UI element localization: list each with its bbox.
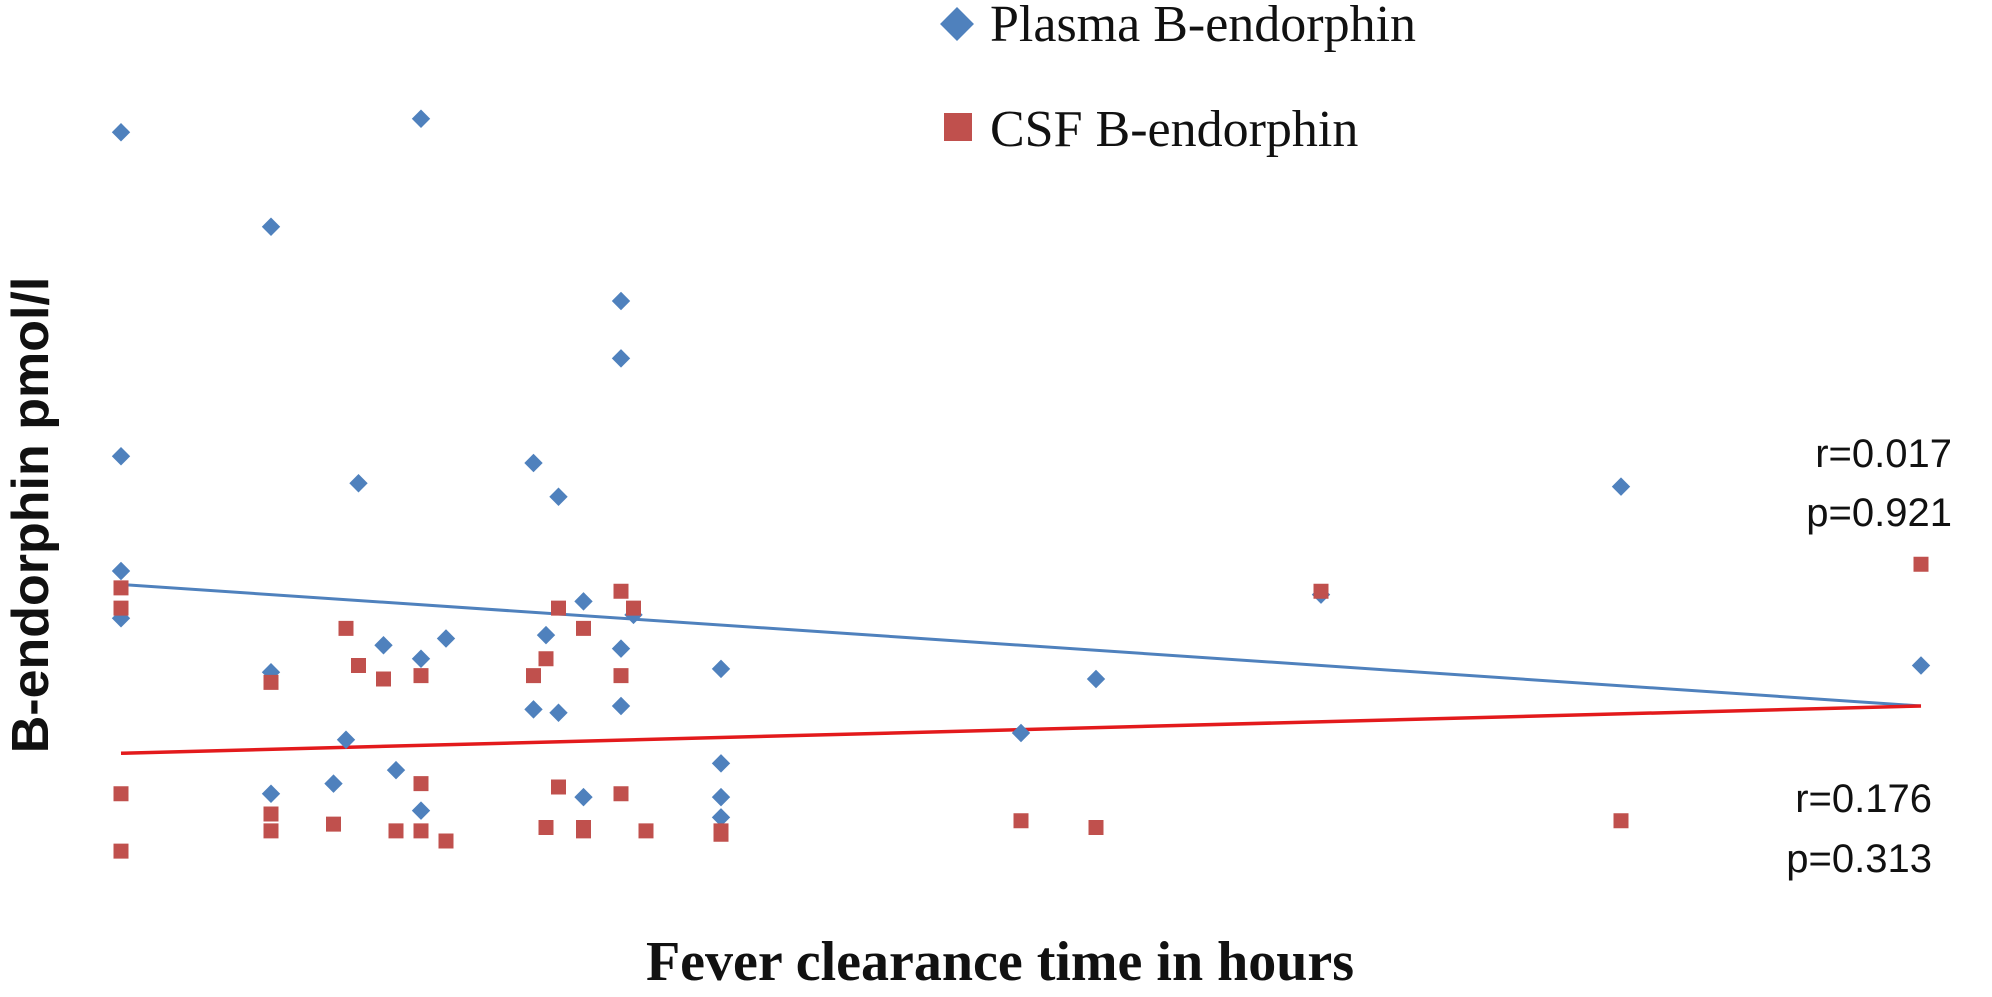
- plasma-point-14: [411, 801, 431, 820]
- csf-point-17: [538, 651, 554, 667]
- csf-point-7: [338, 620, 354, 636]
- csf-point-16: [526, 668, 541, 684]
- csf-point-24: [613, 583, 629, 599]
- plasma-point-21: [574, 592, 593, 611]
- csf-point-27: [626, 600, 641, 616]
- legend-label-plasma: Plasma B-endorphin: [990, 0, 1416, 53]
- plasma-point-1: [111, 447, 131, 466]
- plasma-stats: r=0.017 p=0.921: [1806, 432, 1952, 535]
- plasma-point-11: [386, 760, 406, 780]
- csf-point-10: [376, 671, 391, 687]
- csf-point-15: [438, 833, 454, 849]
- plasma-point-9: [349, 474, 368, 493]
- plasma-point-12: [411, 109, 431, 128]
- csf-point-30: [713, 826, 729, 842]
- csf-point-26: [613, 786, 629, 802]
- csf-point-12: [413, 668, 429, 684]
- csf-point-6: [263, 823, 279, 839]
- plasma-point-8: [324, 774, 343, 793]
- y-axis-label: B-endorphin pmol/l: [2, 277, 60, 754]
- plasma-point-4: [261, 217, 281, 236]
- csf-point-1: [113, 600, 129, 616]
- csf-point-33: [1313, 583, 1329, 599]
- csf-r-value: r=0.176: [1795, 777, 1932, 821]
- csf-point-2: [113, 786, 129, 802]
- legend: Plasma B-endorphin CSF B-endorphin: [940, 0, 1416, 158]
- csf-stats: r=0.176 p=0.313: [1786, 777, 1932, 881]
- plasma-point-26: [611, 696, 631, 716]
- legend-marker-square-icon: [944, 113, 972, 141]
- csf-point-31: [1013, 813, 1029, 829]
- csf-point-3: [113, 843, 129, 859]
- csf-point-14: [413, 823, 429, 839]
- csf-point-8: [351, 658, 366, 673]
- plasma-point-29: [711, 754, 731, 773]
- csf-point-21: [576, 620, 591, 636]
- plasma-point-25: [611, 639, 631, 658]
- plasma-trendline: [120, 583, 1922, 708]
- legend-label-csf: CSF B-endorphin: [990, 101, 1358, 158]
- plasma-point-23: [611, 291, 631, 311]
- plasma-point-16: [524, 453, 543, 473]
- plasma-point-20: [549, 703, 568, 722]
- plasma-point-33: [1086, 669, 1106, 689]
- plasma-r-value: r=0.017: [1815, 432, 1952, 476]
- plasma-p-value: p=0.921: [1806, 491, 1952, 535]
- plasma-point-35: [1611, 477, 1631, 496]
- plasma-point-10: [374, 636, 393, 655]
- plasma-point-28: [711, 659, 731, 679]
- csf-point-4: [263, 674, 279, 690]
- plasma-point-7: [336, 730, 356, 749]
- csf-p-value: p=0.313: [1786, 837, 1932, 881]
- data-points: [111, 109, 1931, 859]
- plasma-point-15: [436, 629, 456, 648]
- csf-point-35: [1913, 556, 1929, 572]
- plasma-point-2: [111, 561, 131, 581]
- csf-point-20: [551, 779, 566, 795]
- legend-item-csf[interactable]: CSF B-endorphin: [944, 101, 1358, 158]
- csf-point-28: [638, 823, 654, 839]
- plasma-point-22: [574, 787, 593, 807]
- plasma-point-24: [611, 349, 631, 368]
- csf-point-18: [538, 820, 554, 835]
- plasma-point-18: [524, 700, 543, 719]
- plasma-point-0: [111, 123, 131, 142]
- csf-point-23: [576, 823, 591, 839]
- csf-point-5: [263, 806, 279, 822]
- plasma-point-30: [711, 787, 731, 807]
- plasma-point-13: [411, 649, 431, 668]
- csf-point-0: [113, 580, 129, 596]
- csf-point-13: [413, 776, 429, 792]
- plasma-point-31: [711, 808, 731, 827]
- plasma-point-36: [1911, 656, 1931, 675]
- csf-point-19: [551, 600, 566, 616]
- plasma-point-17: [536, 625, 556, 645]
- csf-point-11: [388, 823, 404, 839]
- plasma-point-19: [549, 487, 568, 506]
- legend-marker-diamond-icon: [940, 7, 974, 41]
- plasma-point-32: [1011, 723, 1031, 743]
- csf-point-34: [1613, 813, 1629, 829]
- legend-item-plasma[interactable]: Plasma B-endorphin: [940, 0, 1416, 53]
- csf-point-32: [1088, 820, 1104, 835]
- plasma-point-6: [261, 784, 281, 803]
- csf-point-25: [613, 668, 629, 684]
- x-axis-label: Fever clearance time in hours: [646, 931, 1354, 992]
- csf-point-9: [326, 816, 341, 832]
